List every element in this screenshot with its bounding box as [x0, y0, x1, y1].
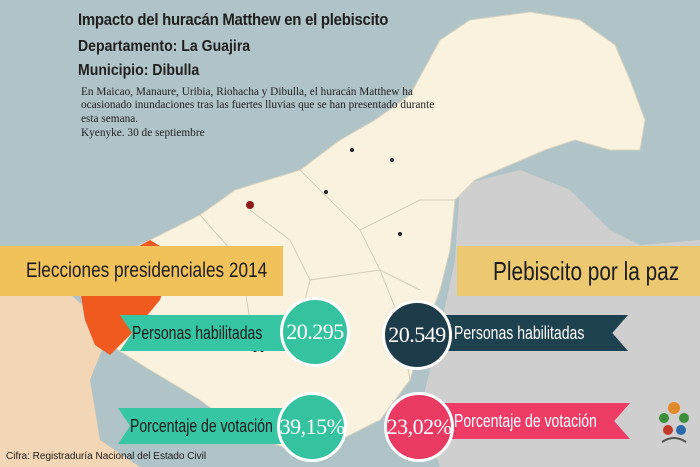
elections-votacion-value: 39,15%	[277, 392, 347, 462]
elections-habilitadas-value: 20.295	[280, 297, 350, 367]
plebiscito-habilitadas-value: 20.549	[382, 300, 452, 370]
elections-banner: Elecciones presidenciales 2014	[0, 246, 283, 296]
plebiscito-banner: Plebiscito por la paz	[457, 246, 700, 296]
plebiscito-votacion-pill: Porcentaje de votación	[432, 403, 630, 439]
department-label: Departamento: La Guajira	[78, 38, 251, 55]
town-marker	[350, 148, 354, 152]
municipality-borders	[199, 169, 455, 381]
town-marker	[390, 158, 394, 162]
plebiscito-votacion-label: Porcentaje de votación	[454, 410, 597, 431]
town-marker	[324, 190, 328, 194]
municipality-label: Municipio: Dibulla	[78, 62, 200, 79]
plebiscito-habilitadas-label: Personas habilitadas	[454, 322, 585, 343]
elections-votacion-label: Porcentaje de votación	[130, 415, 273, 436]
plebiscito-habilitadas-pill: Personas habilitadas	[432, 315, 628, 351]
plebiscito-banner-label: Plebiscito por la paz	[493, 255, 680, 286]
data-source-footer: Cifra: Registraduría Nacional del Estado…	[6, 451, 207, 462]
town-marker	[398, 232, 402, 236]
elections-habilitadas-pill: Personas habilitadas	[120, 315, 292, 351]
elections-votacion-pill: Porcentaje de votación	[118, 408, 290, 444]
plebiscito-votacion-value: 23,02%	[384, 392, 454, 462]
elections-banner-label: Elecciones presidenciales 2014	[26, 259, 268, 282]
infographic-title: Impacto del huracán Matthew en el plebis…	[78, 10, 389, 29]
partner-logo-icon	[659, 402, 689, 443]
elections-habilitadas-label: Personas habilitadas	[132, 322, 263, 343]
news-source-line: Kyenyke. 30 de septiembre	[81, 127, 205, 139]
riohacha-marker	[246, 201, 254, 209]
intro-paragraph: En Maicao, Manaure, Uribia, Riohacha y D…	[81, 86, 435, 125]
